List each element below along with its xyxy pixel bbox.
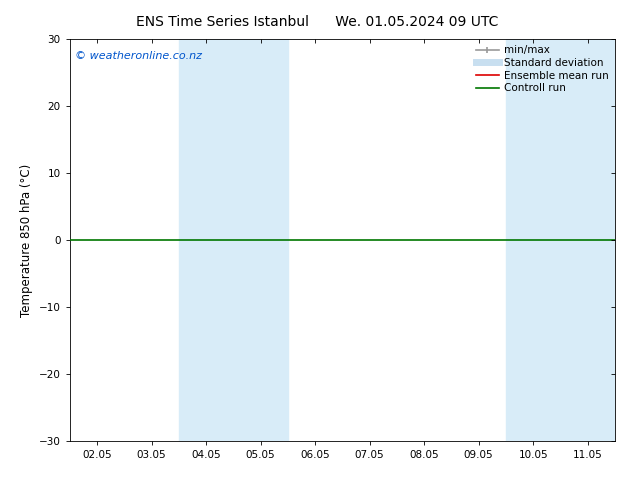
Text: ENS Time Series Istanbul      We. 01.05.2024 09 UTC: ENS Time Series Istanbul We. 01.05.2024 … — [136, 15, 498, 29]
Y-axis label: Temperature 850 hPa (°C): Temperature 850 hPa (°C) — [20, 164, 33, 317]
Bar — [506, 39, 615, 441]
Bar — [179, 39, 288, 441]
Legend: min/max, Standard deviation, Ensemble mean run, Controll run: min/max, Standard deviation, Ensemble me… — [472, 41, 613, 98]
Text: © weatheronline.co.nz: © weatheronline.co.nz — [75, 51, 202, 61]
